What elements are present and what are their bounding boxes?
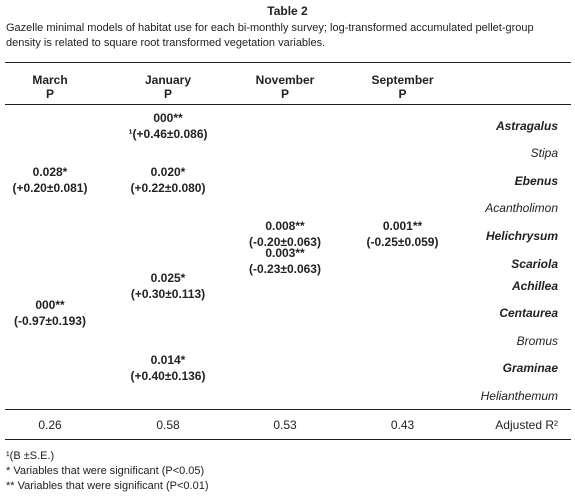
r2-november: 0.53 <box>273 418 297 432</box>
cell-march-centaurea: 000** (-0.97±0.193) <box>0 297 100 329</box>
header-rule <box>5 104 571 105</box>
cell-november-helichrysum-scariola: 0.008** (-0.20±0.063) 0.003** (-0.23±0.0… <box>230 218 340 277</box>
cell-p-value: 0.001** <box>382 219 423 233</box>
cell-coefficient: (+0.22±0.080) <box>130 181 206 195</box>
cell-p-value: 0.014* <box>150 353 186 367</box>
r2-january: 0.58 <box>156 418 180 432</box>
species-stipa: Stipa <box>530 146 558 160</box>
col-header-january-name: January <box>144 73 192 87</box>
footnote-coefficient: ¹(B ±S.E.) <box>6 450 55 462</box>
cell-p-value: 0.008** <box>265 219 305 233</box>
species-helichrysum: Helichrysum <box>485 229 558 243</box>
col-header-november: November P <box>230 73 340 101</box>
col-header-january: January P <box>108 73 228 101</box>
table-caption: Gazelle minimal models of habitat use fo… <box>6 22 534 49</box>
col-header-september-p: P <box>398 87 407 101</box>
col-header-november-p: P <box>280 87 289 101</box>
cell-coefficient: (-0.23±0.063) <box>249 262 321 276</box>
col-header-september: September P <box>345 73 460 101</box>
cell-coefficient: (-0.20±0.063) <box>249 235 321 249</box>
cell-september-helichrysum: 0.001** (-0.25±0.059) <box>345 218 460 250</box>
col-header-march: March P <box>5 73 95 101</box>
col-header-november-name: November <box>255 73 315 87</box>
r2-rule <box>5 409 571 410</box>
species-centaurea: Centaurea <box>499 306 558 320</box>
footnote-significance-001: ** Variables that were significant (P<0.… <box>6 480 209 492</box>
r2-label: Adjusted R² <box>495 418 558 432</box>
col-header-march-name: March <box>32 73 68 87</box>
cell-coefficient: (+0.30±0.113) <box>130 287 206 301</box>
species-graminae: Graminae <box>502 361 558 375</box>
cell-january-ebenus: 0.020* (+0.22±0.080) <box>108 164 228 196</box>
cell-coefficient: (-0.25±0.059) <box>366 235 439 249</box>
species-scariola: Scariola <box>511 257 558 271</box>
cell-p-value: 0.025* <box>150 271 186 285</box>
species-acantholimon: Acantholimon <box>485 201 558 215</box>
species-astragalus: Astragalus <box>495 119 558 133</box>
species-ebenus: Ebenus <box>514 174 558 188</box>
cell-coefficient: (+0.20±0.081) <box>12 181 88 195</box>
cell-coefficient: (+0.40±0.136) <box>130 369 206 383</box>
species-bromus: Bromus <box>516 334 558 348</box>
cell-january-achillea: 0.025* (+0.30±0.113) <box>108 270 228 302</box>
bottom-rule <box>5 439 571 440</box>
cell-january-graminae: 0.014* (+0.40±0.136) <box>108 352 228 384</box>
cell-coefficient: ¹(+0.46±0.086) <box>128 127 208 141</box>
top-rule <box>5 62 571 63</box>
species-helianthemum: Helianthemum <box>480 389 558 403</box>
cell-p-value: 0.020* <box>150 165 186 179</box>
r2-march: 0.26 <box>38 418 62 432</box>
col-header-march-p: P <box>45 87 54 101</box>
col-header-september-name: September <box>371 73 434 87</box>
cell-january-astragalus: 000** ¹(+0.46±0.086) <box>108 110 228 142</box>
r2-september: 0.43 <box>390 418 415 432</box>
table-title: Table 2 <box>267 4 308 18</box>
species-achillea: Achillea <box>511 279 558 293</box>
cell-p-value: 000** <box>153 111 183 125</box>
cell-march-ebenus: 0.028* (+0.20±0.081) <box>0 164 100 196</box>
cell-p-value: 0.028* <box>32 165 68 179</box>
col-header-january-p: P <box>163 87 172 101</box>
cell-p-value: 000** <box>35 298 65 312</box>
footnote-significance-005: * Variables that were significant (P<0.0… <box>6 465 205 477</box>
cell-p-value: 0.003** <box>265 246 305 260</box>
cell-coefficient: (-0.97±0.193) <box>14 314 86 328</box>
